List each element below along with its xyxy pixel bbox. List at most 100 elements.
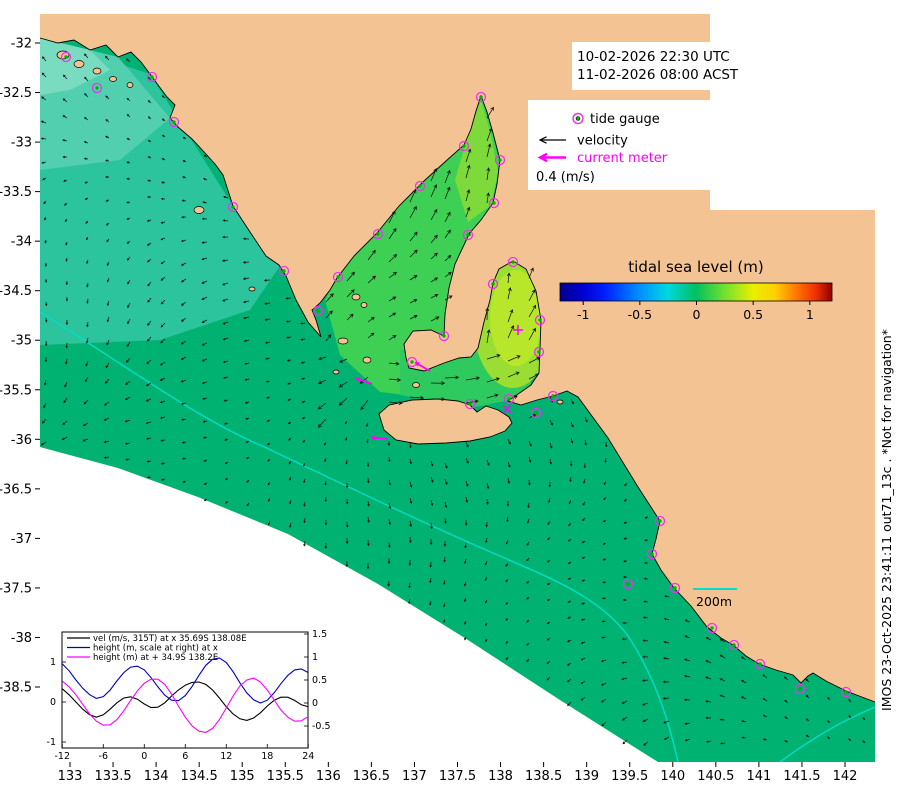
tide-gauge-marker-dot xyxy=(336,275,340,279)
velocity-arrow xyxy=(147,100,152,104)
velocity-arrow xyxy=(201,358,208,362)
tide-gauge-marker-dot xyxy=(172,120,176,124)
velocity-arrow xyxy=(318,356,327,361)
velocity-arrow xyxy=(180,356,187,360)
velocity-arrow xyxy=(180,402,187,405)
velocity-arrow xyxy=(324,441,327,446)
x-axis-ticks: 133 133.5 134 134.5 135 135.5 136 136.5 137 137.5… xyxy=(58,762,857,784)
velocity-arrow xyxy=(622,575,628,579)
x-tick-label: 139.5 xyxy=(611,769,648,784)
velocity-arrow xyxy=(409,189,417,203)
velocity-arrow xyxy=(203,154,208,158)
velocity-arrow xyxy=(325,334,332,342)
velocity-arrow xyxy=(159,400,166,404)
tide-gauge-marker xyxy=(530,407,542,419)
velocity-arrow xyxy=(317,379,327,385)
island xyxy=(248,286,256,292)
tide-gauge-marker-dot xyxy=(95,86,99,90)
tide-gauge-legend-label: tide gauge xyxy=(590,112,660,127)
tide-gauge-marker-dot xyxy=(732,643,736,647)
velocity-arrow xyxy=(387,557,391,565)
velocity-arrow xyxy=(430,294,439,299)
velocity-arrow xyxy=(485,521,489,528)
velocity-arrow xyxy=(507,355,521,362)
velocity-arrow xyxy=(623,498,628,502)
velocity-arrow xyxy=(485,638,488,643)
velocity-arrow xyxy=(528,373,540,380)
velocity-arrow xyxy=(582,501,586,506)
watermark: IMOS 23-Oct-2025 23:41:11 out71_13c . *N… xyxy=(879,329,894,711)
velocity-arrow xyxy=(41,96,47,101)
velocity-arrow xyxy=(580,657,586,661)
velocity-arrow xyxy=(527,479,531,486)
velocity-arrow xyxy=(41,72,47,78)
x-tick-label: 133.5 xyxy=(94,769,131,784)
velocity-arrow xyxy=(526,642,530,646)
velocity-arrow xyxy=(601,597,607,600)
velocity-arrow xyxy=(224,461,229,464)
velocity-arrow xyxy=(180,239,187,243)
velocity-arrow xyxy=(507,287,512,300)
velocity-arrow xyxy=(180,340,187,345)
current-meter-arrow xyxy=(355,377,373,385)
tide-gauge-marker-dot xyxy=(758,662,762,666)
map-legend: tide gauge velocity current meter 0.4 (m… xyxy=(536,112,668,185)
inset-right-tick-label: 0 xyxy=(312,698,318,709)
velocity-arrow xyxy=(567,662,572,666)
velocity-arrow xyxy=(507,324,515,339)
velocity-arrow xyxy=(82,422,89,427)
velocity-arrow xyxy=(719,638,726,643)
velocity-arrow xyxy=(784,700,789,704)
velocity-arrow xyxy=(388,271,398,279)
velocity-arrow xyxy=(622,621,628,625)
tide-gauge-marker-dot xyxy=(282,269,286,273)
inset-curves xyxy=(62,657,308,733)
velocity-arrow xyxy=(583,462,587,469)
velocity-arrow xyxy=(267,497,271,502)
velocity-arrow xyxy=(246,479,250,483)
velocity-arrow xyxy=(388,227,397,240)
velocity-arrow xyxy=(705,700,712,703)
tide-gauge-marker xyxy=(534,314,546,326)
velocity-arrow xyxy=(430,381,446,386)
legend-backdrop xyxy=(528,100,720,190)
velocity-arrow xyxy=(683,698,691,702)
velocity-arrow xyxy=(106,300,110,307)
velocity-arrow xyxy=(486,354,501,360)
velocity-arrow xyxy=(430,168,438,182)
tide-gauge-legend-ring xyxy=(572,112,584,125)
velocity-arrow xyxy=(602,558,607,561)
velocity-arrow xyxy=(65,296,69,302)
velocity-arrow xyxy=(346,313,354,321)
velocity-arrow xyxy=(146,219,152,222)
velocity-arrow xyxy=(486,377,500,383)
velocity-arrow xyxy=(741,736,747,739)
velocity-arrow xyxy=(264,318,271,321)
current-meter-arrow xyxy=(414,362,431,372)
velocity-arrow xyxy=(245,417,250,420)
velocity-arrow xyxy=(444,272,452,278)
velocity-arrow xyxy=(430,252,438,260)
velocity-arrow xyxy=(105,119,110,123)
velocity-arrow xyxy=(388,210,396,224)
island xyxy=(109,76,117,82)
velocity-arrow xyxy=(345,459,348,465)
velocity-arrow xyxy=(464,597,467,603)
velocity-arrow xyxy=(44,216,47,221)
velocity-arrow xyxy=(367,275,376,284)
tide-gauge-marker xyxy=(414,180,426,192)
velocity-arrow xyxy=(409,205,417,219)
velocity-arrow xyxy=(388,377,402,382)
velocity-arrow xyxy=(684,738,691,742)
velocity-arrow xyxy=(430,234,438,244)
velocity-arrow xyxy=(387,441,391,446)
velocity-arrow xyxy=(486,482,490,489)
velocity-arrow xyxy=(444,211,451,223)
velocity-arrow xyxy=(85,236,89,241)
inset-x-tick-label: 18 xyxy=(261,751,273,762)
velocity-arrow xyxy=(224,477,229,481)
velocity-arrow xyxy=(83,141,89,144)
velocity-arrow xyxy=(223,195,229,199)
velocity-arrow xyxy=(160,322,166,328)
velocity-arrow xyxy=(741,679,747,684)
